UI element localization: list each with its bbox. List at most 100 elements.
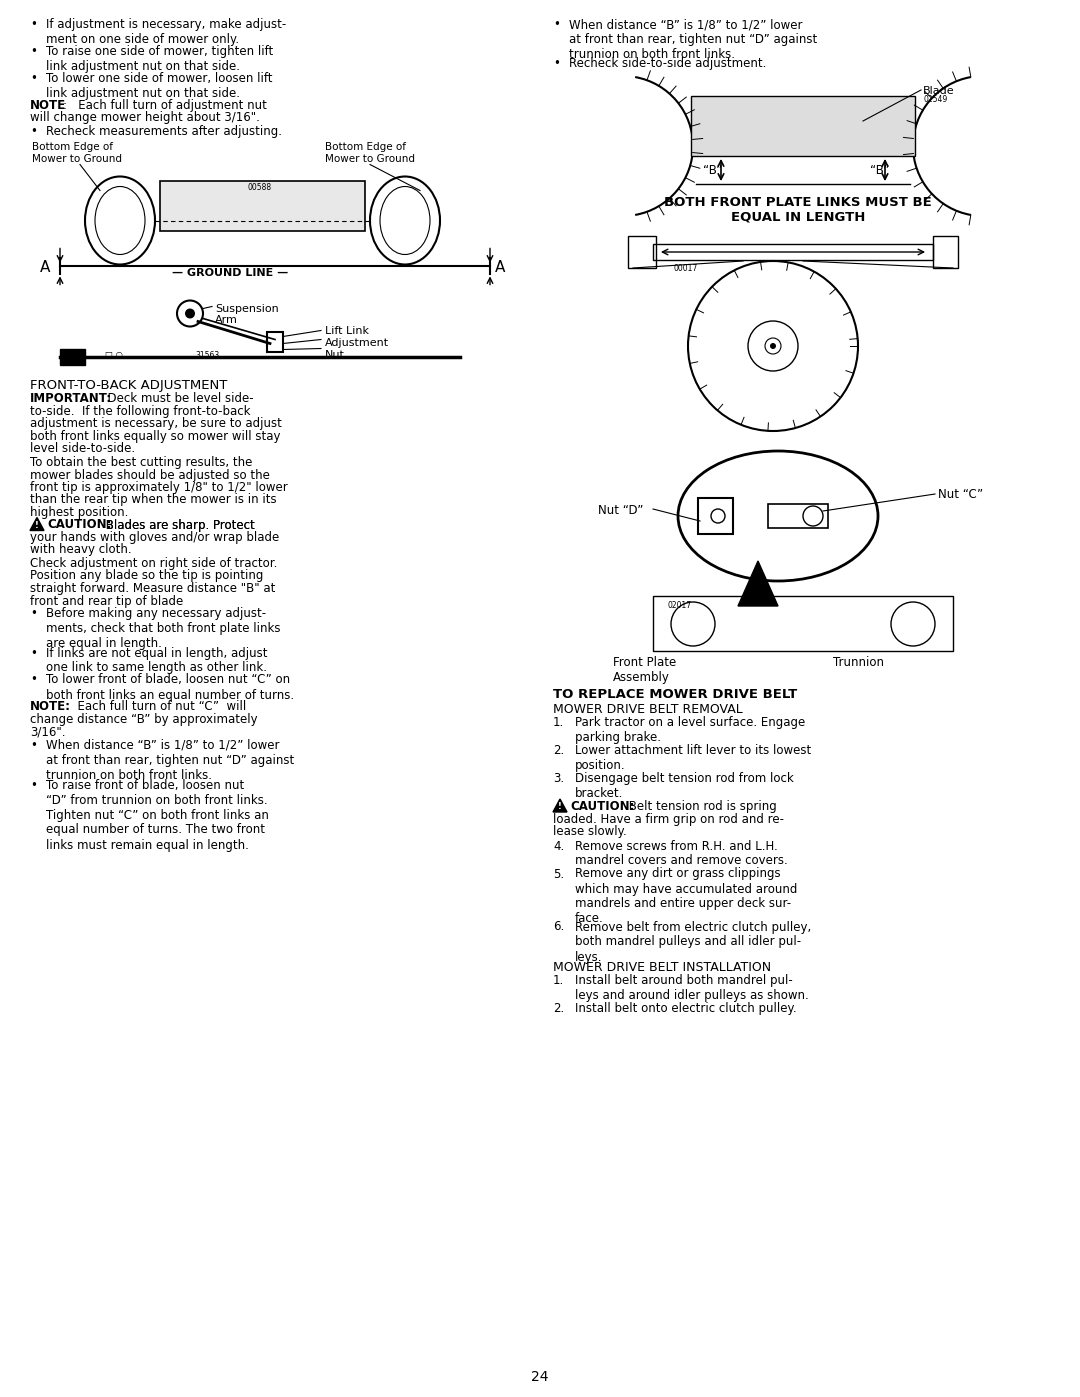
Text: A: A (40, 260, 51, 275)
Text: 5.: 5. (553, 868, 564, 880)
Text: •: • (30, 124, 37, 138)
Text: NOTE: NOTE (30, 99, 66, 112)
Bar (160, 180, 365, 231)
Bar (653, 244, 933, 260)
Text: •: • (30, 673, 37, 686)
Text: To raise front of blade, loosen nut
“D” from trunnion on both front links.
Tight: To raise front of blade, loosen nut “D” … (46, 778, 269, 852)
Text: To obtain the best cutting results, the: To obtain the best cutting results, the (30, 455, 253, 469)
Text: !: ! (558, 802, 562, 812)
Bar (267, 331, 283, 352)
Text: loaded. Have a firm grip on rod and re-: loaded. Have a firm grip on rod and re- (553, 813, 784, 826)
Text: •: • (30, 647, 37, 659)
Text: :   Each full turn of adjustment nut: : Each full turn of adjustment nut (63, 99, 267, 112)
Text: both front links equally so mower will stay: both front links equally so mower will s… (30, 430, 281, 443)
Text: 31563: 31563 (195, 351, 219, 359)
Text: to-side.  If the following front-to-back: to-side. If the following front-to-back (30, 405, 251, 418)
Text: 3/16".: 3/16". (30, 725, 66, 739)
Text: When distance “B” is 1/8” to 1/2” lower
at front than rear, tighten nut “D” agai: When distance “B” is 1/8” to 1/2” lower … (569, 18, 818, 61)
Text: !: ! (35, 521, 39, 529)
Text: TO REPLACE MOWER DRIVE BELT: TO REPLACE MOWER DRIVE BELT (553, 687, 797, 701)
Text: 1.: 1. (553, 974, 564, 988)
Text: your hands with gloves and/or wrap blade: your hands with gloves and/or wrap blade (30, 531, 280, 543)
Text: front and rear tip of blade: front and rear tip of blade (30, 595, 184, 608)
Text: BOTH FRONT PLATE LINKS MUST BE: BOTH FRONT PLATE LINKS MUST BE (664, 196, 932, 210)
Text: 24: 24 (531, 1370, 549, 1384)
Text: Install belt onto electric clutch pulley.: Install belt onto electric clutch pulley… (575, 1002, 797, 1016)
Text: front tip is approximately 1/8" to 1/2" lower: front tip is approximately 1/8" to 1/2" … (30, 481, 287, 495)
Text: 2.: 2. (553, 745, 564, 757)
Text: Blades are sharp. Protect: Blades are sharp. Protect (102, 518, 255, 531)
Text: Each full turn of nut “C”  will: Each full turn of nut “C” will (70, 700, 246, 714)
Text: mower blades should be adjusted so the: mower blades should be adjusted so the (30, 468, 270, 482)
Bar (768, 504, 828, 528)
Text: •: • (30, 18, 37, 31)
Text: Before making any necessary adjust-
ments, check that both front plate links
are: Before making any necessary adjust- ment… (46, 608, 281, 650)
Polygon shape (553, 799, 567, 812)
Text: 02549: 02549 (923, 95, 947, 103)
Text: •: • (553, 18, 559, 31)
Text: Nut “D”: Nut “D” (598, 504, 644, 517)
Text: Belt tension rod is spring: Belt tension rod is spring (625, 800, 777, 813)
Text: Lift Link
Adjustment
Nut: Lift Link Adjustment Nut (325, 327, 389, 359)
Text: IMPORTANT:: IMPORTANT: (30, 393, 112, 405)
Text: highest position.: highest position. (30, 506, 129, 520)
Text: •: • (30, 778, 37, 792)
Text: Park tractor on a level surface. Engage
parking brake.: Park tractor on a level surface. Engage … (575, 717, 806, 745)
Text: NOTE:: NOTE: (30, 700, 71, 714)
Text: “B”: “B” (703, 163, 723, 176)
Polygon shape (738, 562, 778, 606)
Text: 3.: 3. (553, 773, 564, 785)
Text: Nut “C”: Nut “C” (939, 488, 983, 502)
Text: straight forward. Measure distance "B" at: straight forward. Measure distance "B" a… (30, 583, 275, 595)
Text: level side-to-side.: level side-to-side. (30, 443, 135, 455)
Text: Lower attachment lift lever to its lowest
position.: Lower attachment lift lever to its lowes… (575, 745, 811, 773)
Text: Check adjustment on right side of tractor.: Check adjustment on right side of tracto… (30, 557, 278, 570)
Text: — GROUND LINE —: — GROUND LINE — (172, 268, 288, 278)
Text: Recheck side-to-side adjustment.: Recheck side-to-side adjustment. (569, 57, 767, 70)
Text: FRONT-TO-BACK ADJUSTMENT: FRONT-TO-BACK ADJUSTMENT (30, 379, 228, 391)
Text: 4.: 4. (553, 840, 564, 852)
Text: Suspension
Arm: Suspension Arm (215, 303, 279, 326)
Text: If adjustment is necessary, make adjust-
ment on one side of mower only.: If adjustment is necessary, make adjust-… (46, 18, 286, 46)
Bar (653, 597, 953, 651)
Text: EQUAL IN LENGTH: EQUAL IN LENGTH (731, 210, 865, 224)
Bar (60, 348, 85, 365)
Text: To raise one side of mower, tighten lift
link adjustment nut on that side.: To raise one side of mower, tighten lift… (46, 45, 273, 73)
Text: Bottom Edge of
Mower to Ground: Bottom Edge of Mower to Ground (32, 142, 122, 163)
Text: □ ○: □ ○ (105, 351, 123, 359)
Text: 02017: 02017 (669, 601, 692, 610)
Text: will change mower height about 3/16".: will change mower height about 3/16". (30, 112, 260, 124)
Text: Install belt around both mandrel pul-
leys and around idler pulleys as shown.: Install belt around both mandrel pul- le… (575, 974, 809, 1002)
Text: CAUTION:: CAUTION: (48, 518, 111, 531)
Text: Position any blade so the tip is pointing: Position any blade so the tip is pointin… (30, 570, 264, 583)
Text: Bottom Edge of
Mower to Ground: Bottom Edge of Mower to Ground (325, 142, 415, 163)
Text: 2.: 2. (553, 1002, 564, 1016)
Text: Remove screws from R.H. and L.H.
mandrel covers and remove covers.: Remove screws from R.H. and L.H. mandrel… (575, 840, 787, 868)
Text: Disengage belt tension rod from lock
bracket.: Disengage belt tension rod from lock bra… (575, 773, 794, 800)
Text: To lower one side of mower, loosen lift
link adjustment nut on that side.: To lower one side of mower, loosen lift … (46, 73, 272, 101)
Bar (691, 96, 915, 156)
Text: Recheck measurements after adjusting.: Recheck measurements after adjusting. (46, 124, 282, 138)
Text: “B”: “B” (870, 163, 890, 176)
Text: Deck must be level side-: Deck must be level side- (100, 393, 254, 405)
Circle shape (770, 344, 777, 349)
Text: •: • (30, 739, 37, 752)
Text: MOWER DRIVE BELT INSTALLATION: MOWER DRIVE BELT INSTALLATION (553, 961, 771, 974)
Bar (627, 236, 656, 268)
Text: To lower front of blade, loosen nut “C” on
both front links an equal number of t: To lower front of blade, loosen nut “C” … (46, 673, 294, 701)
Text: Blades are sharp. Protect: Blades are sharp. Protect (102, 518, 255, 531)
Text: lease slowly.: lease slowly. (553, 826, 626, 838)
Text: 1.: 1. (553, 717, 564, 729)
Circle shape (185, 309, 195, 319)
Text: 00588: 00588 (247, 183, 272, 193)
Text: with heavy cloth.: with heavy cloth. (30, 543, 132, 556)
Bar (698, 497, 733, 534)
Text: •: • (30, 45, 37, 59)
Text: MOWER DRIVE BELT REMOVAL: MOWER DRIVE BELT REMOVAL (553, 703, 743, 717)
Text: If links are not equal in length, adjust
one link to same length as other link.: If links are not equal in length, adjust… (46, 647, 268, 675)
Text: Blade: Blade (923, 87, 955, 96)
Text: •: • (553, 57, 559, 70)
Text: A: A (495, 260, 505, 275)
Text: 6.: 6. (553, 921, 564, 933)
Bar (933, 236, 958, 268)
